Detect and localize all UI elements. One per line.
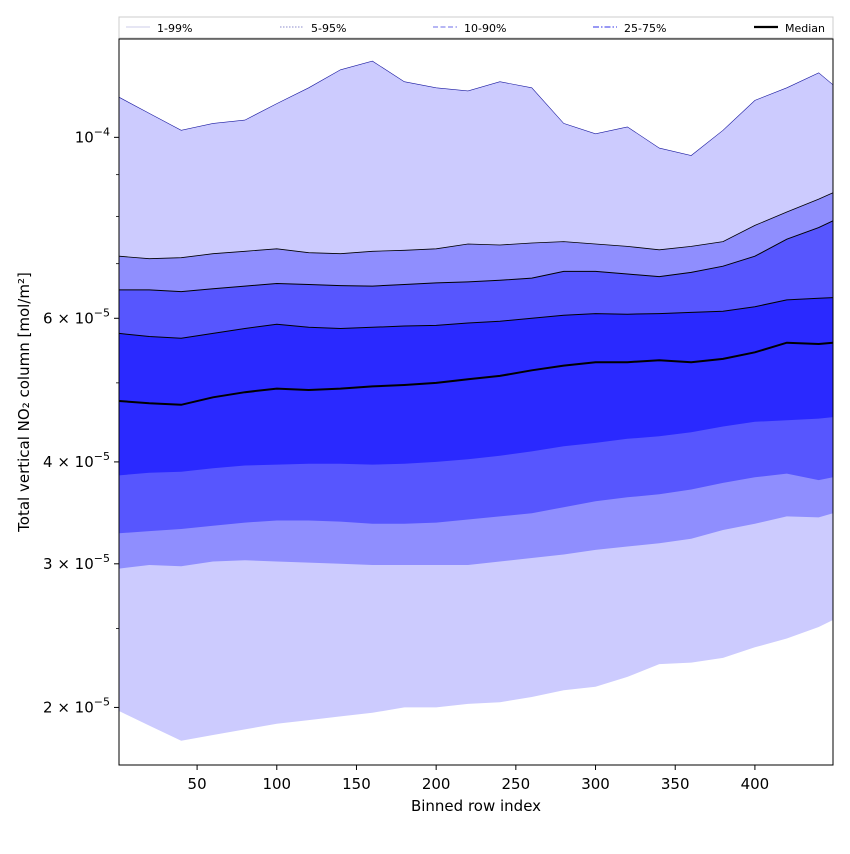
legend-label-10-90%: 10-90%	[464, 22, 506, 35]
y-axis-label: Total vertical NO₂ column [mol/m²]	[15, 272, 33, 533]
x-tick-label: 300	[581, 775, 610, 793]
axes: 50 100 150 200 250 300 350 400 2 × 10−5 3 × 10−5 4…	[43, 125, 769, 793]
plot-frame	[118, 38, 834, 766]
median-line	[118, 341, 834, 406]
legend: 1-99% 5-95% 10-90% 25-75% Median	[118, 16, 834, 39]
legend-label-25-75%: 25-75%	[624, 22, 666, 35]
y-tick-label: 6 × 10−5	[43, 306, 110, 327]
x-tick-label: 50	[188, 775, 207, 793]
band-5-95%-upper-edge	[118, 192, 834, 260]
x-tick-label: 400	[741, 775, 770, 793]
x-tick-label: 350	[661, 775, 690, 793]
y-tick-label: 4 × 10−5	[43, 450, 110, 471]
x-tick-label: 250	[502, 775, 531, 793]
legend-label-5-95%: 5-95%	[311, 22, 346, 35]
x-tick-label: 100	[262, 775, 291, 793]
y-tick-label: 10−4	[75, 125, 110, 146]
band-25-75%-upper-edge	[118, 297, 834, 339]
band-25-75%-area	[119, 297, 833, 476]
y-tick-label: 3 × 10−5	[43, 552, 110, 573]
x-axis-label: Binned row index	[411, 797, 541, 815]
legend-label-Median: Median	[785, 22, 825, 35]
legend-box	[118, 16, 834, 39]
x-tick-label: 150	[342, 775, 371, 793]
y-tick-label: 2 × 10−5	[43, 695, 110, 716]
legend-label-1-99%: 1-99%	[157, 22, 192, 35]
band-1-99%-upper-edge	[118, 60, 834, 156]
band-10-90%-upper-edge	[119, 220, 834, 293]
plot-area	[118, 60, 834, 741]
x-tick-label: 200	[422, 775, 451, 793]
